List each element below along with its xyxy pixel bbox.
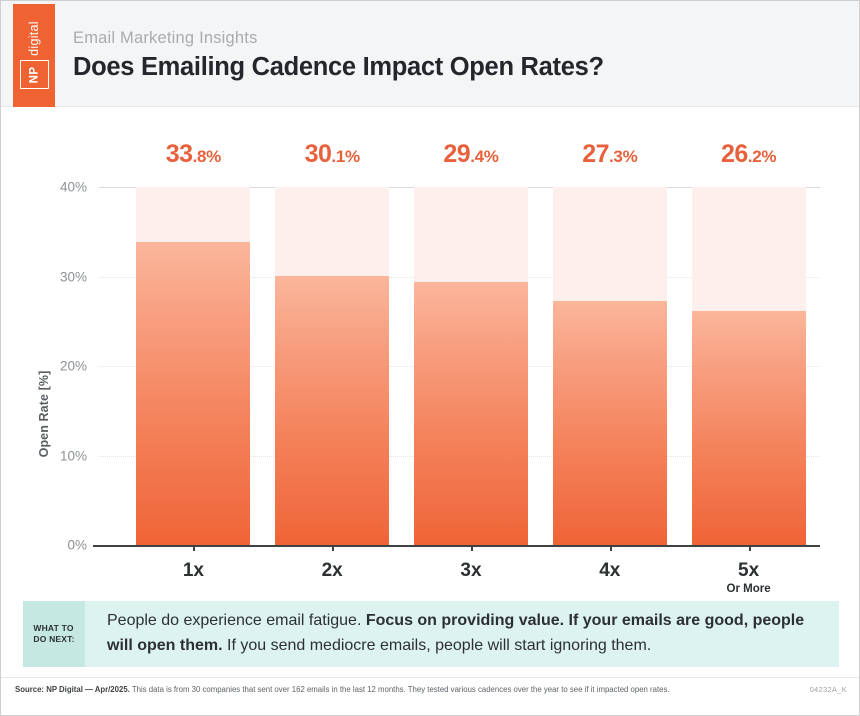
logo-np-mark: NP xyxy=(19,60,49,89)
footer-source-rest: This data is from 30 companies that sent… xyxy=(129,685,670,694)
x-tick xyxy=(332,545,335,551)
bar-value-dec: .4% xyxy=(470,147,499,166)
bar-value-label: 33.8% xyxy=(113,140,273,169)
callout-text-bold: Focus on providing value. If your emails… xyxy=(107,612,805,654)
x-axis-baseline xyxy=(93,545,820,547)
footer: Source: NP Digital — Apr/2025. This data… xyxy=(1,677,859,715)
np-digital-logo: digital NP xyxy=(13,4,55,107)
bar-value-dec: .2% xyxy=(747,147,777,166)
bar-value-label: 27.3% xyxy=(530,140,690,169)
eyebrow-label: Email Marketing Insights xyxy=(73,29,258,47)
footer-code: 04232A_K xyxy=(809,685,847,694)
x-category-label-3x: 3x xyxy=(460,560,482,581)
y-tick-label-0%: 0% xyxy=(67,537,87,553)
x-tick xyxy=(748,545,751,551)
bar-value-label: 26.2% xyxy=(669,140,829,169)
bar-value-label: 29.4% xyxy=(391,140,551,169)
bar-2x[interactable] xyxy=(275,275,390,545)
bar-value-dec: .8% xyxy=(192,147,222,166)
y-tick-label-30%: 30% xyxy=(59,269,87,284)
bar-value-int: 33 xyxy=(165,140,193,168)
callout-text-1: People do experience email fatigue. xyxy=(107,612,366,630)
footer-source-bold: Source: NP Digital — Apr/2025. xyxy=(15,685,130,694)
bar-value-int: 26 xyxy=(720,140,748,168)
what-to-do-next-callout: WHAT TO DO NEXT: People do experience ema… xyxy=(23,601,839,667)
bar-chart: Open Rate [%] 0% 10% 20% 30% 40% 33.8% 30.1% 2… xyxy=(1,107,859,595)
bar-value-int: 29 xyxy=(443,140,471,168)
callout-text-3: If you send mediocre emails, people will… xyxy=(222,637,652,654)
bar-5x[interactable] xyxy=(691,310,806,545)
logo-np-text: NP xyxy=(28,66,40,83)
bar-value-dec: .3% xyxy=(609,147,638,166)
x-tick xyxy=(609,545,612,551)
x-tick xyxy=(193,545,196,551)
x-category-label-4x: 4x xyxy=(599,560,621,581)
bar-1x[interactable] xyxy=(136,242,251,545)
x-category-label-2x: 2x xyxy=(321,560,343,581)
bar-value-label: 30.1% xyxy=(252,140,412,169)
bar-value-dec: .1% xyxy=(331,147,360,166)
bar-3x[interactable] xyxy=(414,281,528,545)
bar-4x[interactable] xyxy=(552,300,667,545)
footer-source: Source: NP Digital — Apr/2025. This data… xyxy=(15,685,670,696)
header-band: digital NP Email Marketing Insights Does… xyxy=(1,1,859,107)
y-tick-label-40%: 40% xyxy=(59,179,87,195)
x-category-sublabel: Or More xyxy=(726,583,771,595)
x-category-label-5x: 5x xyxy=(738,560,760,581)
page-title: Does Emailing Cadence Impact Open Rates? xyxy=(73,53,604,81)
logo-wordmark: digital xyxy=(26,21,41,56)
y-tick-label-20%: 20% xyxy=(59,358,87,374)
bar-value-int: 27 xyxy=(582,140,609,168)
callout-body: People do experience email fatigue. Focu… xyxy=(85,601,839,667)
callout-tag: WHAT TO DO NEXT: xyxy=(23,601,85,667)
callout-tag-text: WHAT TO DO NEXT: xyxy=(33,623,75,644)
bar-value-int: 30 xyxy=(304,140,332,168)
x-category-label-1x: 1x xyxy=(182,560,204,581)
y-tick-label-10%: 10% xyxy=(59,448,87,463)
x-tick xyxy=(471,545,473,551)
